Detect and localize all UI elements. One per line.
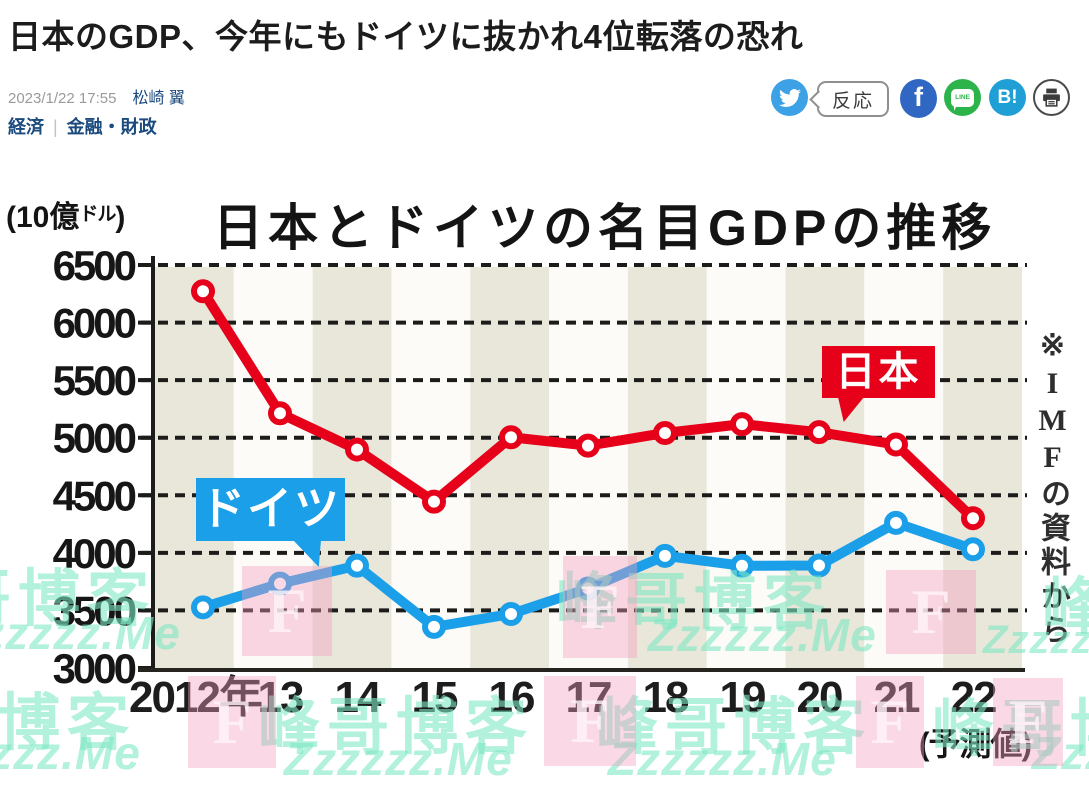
y-axis-label: 3500 [53,587,136,634]
plot-stripe [864,267,944,668]
y-axis-label: 6500 [53,242,136,289]
x-axis-label: 14 [335,673,382,722]
y-axis-label: 5500 [53,357,136,404]
y-axis-label: 5000 [53,415,136,462]
x-axis-label: 15 [412,673,458,722]
series-callout-japan: 日本 [822,346,935,422]
twitter-bird-icon [778,88,801,107]
data-point [807,420,831,445]
data-point [730,412,754,437]
plot-stripe [706,267,786,668]
category-link-economy[interactable]: 経済 [8,117,44,137]
data-point [576,433,600,458]
author-link[interactable]: 松崎 翼 [132,90,185,107]
y-axis-unit-label: (10億ドル) [6,201,126,234]
reaction-count-bubble[interactable]: 反応 [817,81,889,117]
line-bubble-icon: LINE [951,88,974,111]
line-share-button[interactable]: LINE [944,79,981,116]
data-point [191,279,215,304]
x-axis-label: 17 [566,673,611,722]
data-point [345,437,369,462]
data-point [653,543,677,568]
x-axis-label: 19 [720,673,765,722]
x-axis-label: 21 [874,673,920,722]
data-point [961,537,985,562]
data-point [422,614,446,639]
print-button[interactable] [1033,79,1070,116]
twitter-share-button[interactable] [771,79,808,116]
publish-date: 2023/1/22 17:55 [8,90,117,107]
plot-stripe [233,267,313,668]
plot-stripe [627,267,707,668]
facebook-f-icon: f [914,82,923,112]
source-note: ※IMFの資料から [1036,328,1069,648]
data-point [576,576,600,601]
data-point [730,553,754,578]
x-axis-label: 16 [489,673,534,722]
plot-stripe [943,267,1022,668]
chart-title: 日本とドイツの名目GDPの推移 [213,200,997,256]
series-callout-germany: ドイツ [196,478,345,567]
reaction-label: 反応 [831,90,874,112]
y-axis-label: 4500 [53,472,136,519]
data-point [884,432,908,457]
series-callout-germany-label: ドイツ [199,483,341,534]
data-point [422,489,446,514]
data-point [499,601,523,626]
y-axis-label: 6000 [53,300,136,347]
data-point [268,571,292,596]
x-axis-label: 2012年 [129,673,262,722]
data-point [884,510,908,535]
data-point [268,401,292,426]
plot-stripe [549,267,628,668]
data-point [961,506,985,531]
category-link-finance[interactable]: 金融・財政 [66,117,157,137]
x-axis-label: 22 [951,673,996,722]
category-divider: | [53,117,58,137]
forecast-note: (予測値) [919,726,1032,762]
gdp-chart: 3000 3500 4000 4500 5000 5500 6000 6500 2012年 13 1… [0,180,1089,809]
data-point [191,595,215,620]
hatena-share-button[interactable]: B! [989,79,1026,116]
data-point [345,553,369,578]
x-axis-label: 20 [797,673,842,722]
x-axis-label: 13 [258,673,303,722]
series-callout-japan-label: 日本 [835,350,922,394]
article-meta: 2023/1/22 17:55 松崎 翼 [8,84,185,108]
plot-stripe [785,267,865,668]
printer-icon [1043,88,1060,107]
facebook-share-button[interactable]: f [900,79,937,118]
breadcrumb: 経済 | 金融・財政 [8,113,157,139]
y-axis-label: 4000 [53,530,136,577]
x-axis-label: 18 [643,673,689,722]
data-point [653,420,677,445]
hatena-b-icon: B! [997,86,1018,108]
article-title: 日本のGDP、今年にもドイツに抜かれ4位転落の恐れ [8,18,804,55]
y-axis-label: 3000 [53,645,136,692]
data-point [807,553,831,578]
data-point [499,425,523,450]
